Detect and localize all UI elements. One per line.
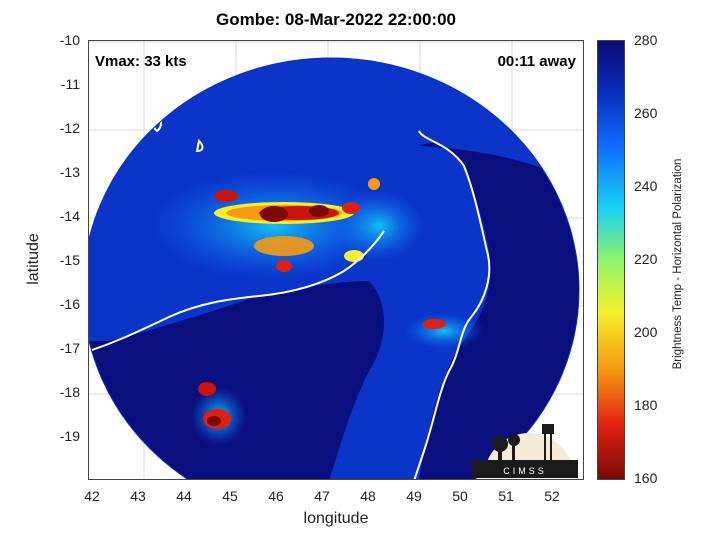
colorbar-tick-label: 220 bbox=[634, 251, 658, 267]
colorbar-tick-label: 240 bbox=[634, 178, 658, 194]
brightness-temperature-map bbox=[89, 41, 583, 479]
colorbar-tick-label: 200 bbox=[634, 324, 658, 340]
x-tick-label: 42 bbox=[84, 488, 100, 504]
y-tick-label: -11 bbox=[60, 76, 80, 92]
x-tick-label: 47 bbox=[314, 488, 330, 504]
colorbar bbox=[597, 40, 625, 480]
colorbar-tick-label: 260 bbox=[634, 105, 658, 121]
x-tick-label: 43 bbox=[130, 488, 146, 504]
y-tick-label: -12 bbox=[59, 120, 80, 136]
logo-text: CIMSS bbox=[503, 466, 547, 476]
plot-title: Gombe: 08-Mar-2022 22:00:00 bbox=[215, 10, 456, 29]
colorbar-tick-label: 280 bbox=[634, 32, 658, 48]
x-tick-label: 50 bbox=[452, 488, 468, 504]
y-axis-label: latitude bbox=[25, 233, 42, 285]
convective-cores bbox=[198, 178, 446, 429]
x-tick-label: 51 bbox=[498, 488, 514, 504]
vmax-annotation: Vmax: 33 kts bbox=[95, 53, 187, 70]
swath-edge bbox=[89, 57, 580, 479]
y-tick-label: -18 bbox=[59, 384, 80, 400]
y-tick-label: -10 bbox=[59, 32, 80, 48]
y-tick-label: -15 bbox=[59, 252, 80, 268]
y-tick-label: -13 bbox=[59, 164, 80, 180]
x-tick-label: 44 bbox=[176, 488, 192, 504]
x-axis-label: longitude bbox=[303, 510, 369, 527]
swath-data bbox=[89, 58, 579, 479]
colorbar-label: Brightness Temp - Horizontal Polarizatio… bbox=[672, 158, 684, 370]
y-tick-label: -16 bbox=[59, 296, 80, 312]
time-away-annotation: 00:11 away bbox=[497, 53, 576, 70]
x-tick-label: 48 bbox=[360, 488, 376, 504]
x-tick-label: 45 bbox=[222, 488, 238, 504]
y-tick-label: -17 bbox=[59, 340, 80, 356]
x-tick-label: 46 bbox=[268, 488, 284, 504]
colorbar-tick-label: 180 bbox=[634, 397, 658, 413]
x-tick-label: 52 bbox=[544, 488, 560, 504]
y-tick-label: -19 bbox=[59, 428, 80, 444]
map-panel bbox=[88, 40, 584, 480]
y-tick-label: -14 bbox=[59, 208, 80, 224]
colorbar-tick-label: 160 bbox=[634, 470, 658, 486]
cimss-logo: CIMSS bbox=[472, 424, 578, 478]
x-tick-label: 49 bbox=[406, 488, 422, 504]
